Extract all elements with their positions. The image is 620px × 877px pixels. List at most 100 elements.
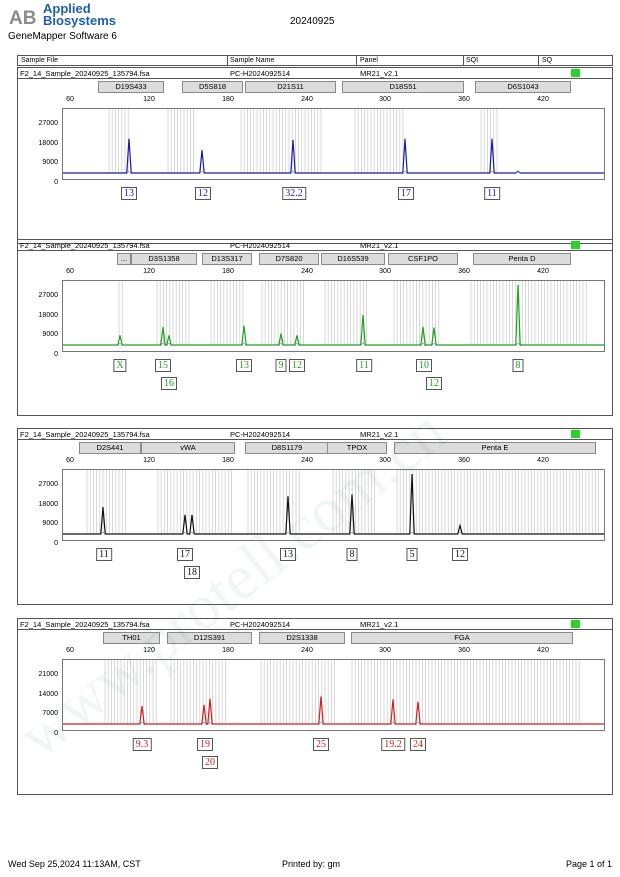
scale-label: 60 xyxy=(66,268,74,275)
allele-call-label[interactable]: 5 xyxy=(406,548,418,561)
scale-label: 420 xyxy=(537,96,549,103)
marker-bar[interactable]: D3S1358 xyxy=(131,253,197,265)
marker-bar[interactable]: D5S818 xyxy=(182,81,243,93)
y-axis-label: 0 xyxy=(54,178,58,186)
scale-label: 180 xyxy=(222,268,234,275)
logo-line-2: Biosystems xyxy=(43,13,116,28)
allele-call-label[interactable]: 13 xyxy=(121,187,137,200)
electropherogram-plot[interactable] xyxy=(62,469,605,541)
electropherogram-plot[interactable] xyxy=(62,659,605,731)
scale-label: 300 xyxy=(379,647,391,654)
scale-label: 60 xyxy=(66,96,74,103)
allele-call-label[interactable]: 9 xyxy=(275,359,287,372)
allele-call-label[interactable]: 19 xyxy=(197,738,213,751)
allele-call-label[interactable]: 20 xyxy=(202,756,218,769)
allele-call-label[interactable]: 11 xyxy=(356,359,372,372)
y-axis-label: 27000 xyxy=(38,120,58,127)
scale-label: 360 xyxy=(458,457,470,464)
applied-biosystems-logo-icon: AB xyxy=(8,6,40,28)
y-axis-label: 27000 xyxy=(38,292,58,299)
allele-call-label[interactable]: 13 xyxy=(280,548,296,561)
marker-bar[interactable]: D18S51 xyxy=(342,81,464,93)
y-axis-label: 18000 xyxy=(38,311,58,319)
peak-marker xyxy=(457,532,463,536)
software-name: GeneMapper Software 6 xyxy=(8,31,117,42)
col-sample-file: Sample File xyxy=(21,57,58,64)
peak-marker xyxy=(489,171,495,175)
electropherogram-plot[interactable] xyxy=(62,280,605,352)
allele-call-label[interactable]: 19.2 xyxy=(381,738,405,751)
scale-label: 240 xyxy=(301,96,313,103)
peak-marker xyxy=(100,532,106,536)
marker-bar[interactable]: D8S1179 xyxy=(245,442,329,454)
allele-call-label[interactable]: 8 xyxy=(512,359,524,372)
peak-marker xyxy=(182,532,188,536)
allele-call-label[interactable]: 18 xyxy=(184,566,200,579)
col-sq: SQ xyxy=(542,57,553,64)
y-axis-label: 21000 xyxy=(38,671,58,678)
allele-call-label[interactable]: 15 xyxy=(155,359,171,372)
allele-call-label[interactable]: 12 xyxy=(452,548,468,561)
allele-call-label[interactable]: 32.2 xyxy=(282,187,306,200)
allele-call-label[interactable]: 10 xyxy=(416,359,432,372)
allele-call-label[interactable]: X xyxy=(113,359,127,372)
marker-bar[interactable]: D16S539 xyxy=(321,253,385,265)
scale-label: 240 xyxy=(301,268,313,275)
marker-bar[interactable]: TH01 xyxy=(103,632,160,644)
allele-call-label[interactable]: 16 xyxy=(161,377,177,390)
marker-bar[interactable]: D12S391 xyxy=(167,632,252,644)
marker-bar[interactable]: Penta E xyxy=(394,442,596,454)
scale-label: 420 xyxy=(537,647,549,654)
peak-marker xyxy=(189,532,195,536)
panel-sample-file: F2_14_Sample_20240925_135794.fsa xyxy=(20,430,150,439)
marker-bar[interactable]: CSF1PO xyxy=(388,253,458,265)
peak-marker xyxy=(318,722,324,726)
panel-sample-file: F2_14_Sample_20240925_135794.fsa xyxy=(20,69,150,78)
marker-bar[interactable]: ... xyxy=(117,253,131,265)
allele-call-label[interactable]: 24 xyxy=(410,738,426,751)
panel-sample-name: PC-H2024092514 xyxy=(230,241,291,250)
allele-call-label[interactable]: 13 xyxy=(236,359,252,372)
marker-bar[interactable]: TPOX xyxy=(327,442,387,454)
allele-call-label[interactable]: 9.3 xyxy=(132,738,152,751)
peak-marker xyxy=(515,171,521,175)
scale-label: 240 xyxy=(301,647,313,654)
marker-bar[interactable]: D13S317 xyxy=(202,253,252,265)
marker-bar[interactable]: D6S1043 xyxy=(475,81,571,93)
peak-marker xyxy=(199,171,205,175)
allele-call-label[interactable]: 17 xyxy=(398,187,414,200)
marker-bar[interactable]: D19S433 xyxy=(98,81,164,93)
allele-call-label[interactable]: 11 xyxy=(96,548,112,561)
allele-call-label[interactable]: 11 xyxy=(484,187,500,200)
allele-call-label[interactable]: 12 xyxy=(289,359,305,372)
electropherogram-plot[interactable] xyxy=(62,108,605,180)
signal-trace xyxy=(63,696,604,725)
panel-header: F2_14_Sample_20240925_135794.fsa PC-H2024… xyxy=(18,619,612,630)
scale-label: 60 xyxy=(66,647,74,654)
logo-text: Applied Biosystems xyxy=(43,1,116,28)
marker-bar[interactable]: FGA xyxy=(351,632,573,644)
marker-bar[interactable]: D21S11 xyxy=(245,81,336,93)
logo-line-1: Applied xyxy=(43,1,91,16)
allele-call-label[interactable]: 12 xyxy=(195,187,211,200)
panel-panel: MR21_v2.1 xyxy=(360,620,399,629)
y-axis-label: 18000 xyxy=(38,139,58,147)
allele-call-label[interactable]: 17 xyxy=(177,548,193,561)
panel-header: F2_14_Sample_20240925_135794.fsa PC-H2024… xyxy=(18,68,612,79)
peak-marker xyxy=(241,343,247,347)
marker-bar[interactable]: D7S820 xyxy=(259,253,319,265)
allele-call-label[interactable]: 8 xyxy=(346,548,358,561)
scale-label: 360 xyxy=(458,96,470,103)
marker-bar[interactable]: vWA xyxy=(141,442,235,454)
printed-date: Wed Sep 25,2024 11:13AM, CST xyxy=(8,859,141,869)
marker-bar[interactable]: D2S441 xyxy=(79,442,141,454)
peak-marker xyxy=(285,532,291,536)
marker-bar[interactable]: Penta D xyxy=(473,253,571,265)
marker-bar[interactable]: D2S1338 xyxy=(259,632,345,644)
scale-label: 240 xyxy=(301,457,313,464)
allele-call-label[interactable]: 12 xyxy=(426,377,442,390)
panel-header: F2_14_Sample_20240925_135794.fsa PC-H2024… xyxy=(18,429,612,440)
allele-call-label[interactable]: 25 xyxy=(313,738,329,751)
peak-marker xyxy=(294,343,300,347)
y-axis-label: 9000 xyxy=(42,520,58,527)
